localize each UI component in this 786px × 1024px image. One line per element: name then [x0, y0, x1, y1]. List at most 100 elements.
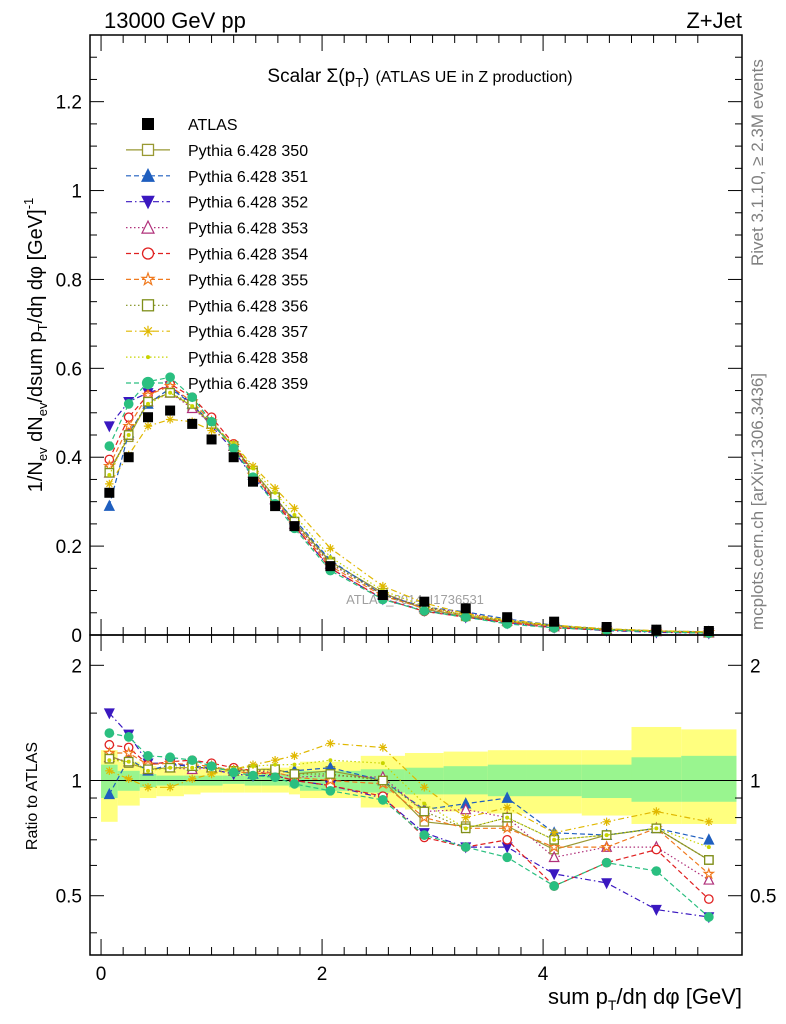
ratio-point [548, 869, 560, 881]
y-tick-label: 0.2 [56, 537, 82, 558]
ratio-point [703, 833, 715, 845]
data-point [419, 606, 430, 616]
ratio-point [378, 743, 388, 752]
legend-label: Pythia 6.428 353 [188, 221, 308, 238]
atlas-point [206, 434, 217, 445]
ratio-point [248, 770, 258, 781]
legend-label: Pythia 6.428 356 [188, 298, 308, 315]
atlas-point [377, 590, 388, 600]
atlas-point [143, 412, 154, 423]
ratio-point [652, 807, 661, 816]
ratio-point [273, 762, 278, 767]
legend-label: Pythia 6.428 354 [188, 247, 308, 264]
ratio-point [502, 803, 512, 812]
ratio-point [188, 774, 197, 784]
atlas-point [187, 418, 198, 429]
ratio-point [143, 750, 153, 761]
legend-marker [141, 195, 155, 210]
x-tick-label: 4 [538, 964, 549, 985]
ratio-point [420, 783, 429, 792]
ratio-y-tick-label: 0.5 [56, 887, 82, 908]
ratio-point [422, 801, 427, 806]
title-close: ) [363, 66, 369, 87]
ratio-series-pythia-6.428-352 [103, 708, 715, 924]
ratio-point [270, 772, 280, 783]
legend-entry: Pythia 6.428 350 [126, 143, 308, 160]
x-tick-label: 2 [317, 964, 328, 985]
data-point [290, 504, 299, 513]
ratio-y-tick-label: 1 [71, 772, 82, 793]
atlas-point [248, 476, 258, 487]
ratio-point [377, 795, 388, 805]
ratio-point [126, 759, 131, 764]
main-y-axis-label: 1/Nev dNev/dsum pT/dη dφ [GeV]-1 [21, 198, 50, 493]
ratio-point [502, 852, 513, 863]
legend-marker [142, 325, 154, 337]
legend-entry: Pythia 6.428 358 [126, 350, 308, 367]
ratio-point [123, 732, 134, 742]
chart-title: Scalar Σ(pT) (ATLAS UE in Z production) [267, 66, 572, 90]
ratio-point [105, 766, 114, 776]
ratio-point [604, 833, 609, 838]
ratio-point [103, 708, 115, 720]
ratio-point [168, 765, 173, 770]
ratio-series [102, 708, 716, 924]
ratio-point [290, 751, 299, 761]
legend-label: Pythia 6.428 350 [188, 143, 308, 160]
ratio-point [165, 752, 175, 763]
ratio-point [651, 866, 662, 876]
ratio-point [600, 840, 613, 853]
stat-band [581, 764, 632, 799]
ratio-point [419, 806, 430, 817]
y-axis-title: 1/Nev dNev/dsum pT/dη dφ [GeV]-1 [21, 198, 50, 493]
title-rest: (ATLAS UE in Z production) [375, 69, 572, 86]
data-point [103, 499, 116, 511]
legend-marker [141, 167, 155, 182]
data-point [328, 555, 333, 560]
ratio-point [206, 761, 217, 772]
legend-label: ATLAS [188, 117, 238, 134]
ratio-axis-ticks [90, 635, 742, 955]
data-point [165, 415, 175, 424]
ratio-y-tick-label-right: 2 [750, 656, 761, 677]
ratio-point [502, 834, 513, 845]
data-point [460, 612, 471, 623]
legend-entry: Pythia 6.428 357 [126, 324, 308, 341]
ratio-point [207, 769, 216, 779]
atlas-point [419, 596, 430, 607]
ratio-series-pythia-6.428-357 [105, 739, 714, 838]
data-point [206, 416, 217, 427]
ratio-point [325, 785, 336, 796]
ratio-y-axis-label: Ratio to ATLAS [24, 742, 41, 850]
atlas-point [502, 612, 513, 623]
y-tick-label: 0.4 [56, 448, 83, 469]
ratio-point [602, 817, 611, 827]
ratio-point [703, 912, 714, 922]
data-point [143, 421, 153, 431]
data-point [292, 513, 297, 517]
ratio-point [103, 787, 116, 800]
legend-label: Pythia 6.428 357 [188, 324, 308, 341]
data-point [273, 490, 278, 495]
legend-entry: Pythia 6.428 351 [126, 167, 308, 186]
ratio-y-tick-label-right: 1 [750, 772, 761, 793]
legend: ATLAS Pythia 6.428 350 Pythia 6.428 351 Pyt… [126, 117, 308, 393]
ratio-point [289, 769, 300, 779]
data-point [168, 390, 173, 395]
ratio-point [460, 842, 471, 852]
atlas-point [270, 501, 281, 512]
data-point [228, 443, 239, 454]
legend-marker [140, 271, 156, 286]
data-point [248, 461, 258, 471]
legend-marker [141, 247, 155, 260]
ratio-point [702, 867, 716, 880]
ratio-point [650, 904, 662, 916]
ratio-series-pythia-6.428-359 [104, 728, 714, 922]
ratio-point [463, 826, 468, 831]
ratio-point [501, 791, 513, 803]
legend-entry: Pythia 6.428 359 [126, 376, 308, 393]
mcplots-label: mcplots.cern.ch [arXiv:1306.3436] [748, 372, 767, 630]
y-tick-label: 0.8 [56, 270, 82, 291]
ratio-y-tick-label-right: 0.5 [750, 887, 776, 908]
ratio-point [107, 758, 112, 763]
